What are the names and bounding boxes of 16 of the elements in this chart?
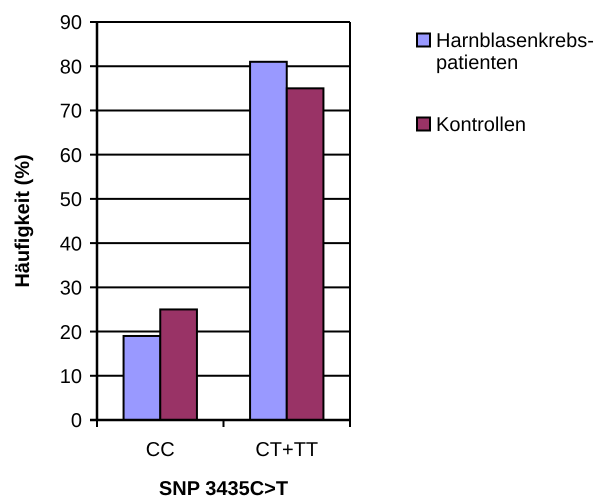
legend-label: Kontrollen: [436, 114, 526, 136]
legend-label: Harnblasenkrebs-patienten: [436, 30, 594, 74]
y-tick-label: 80: [60, 56, 82, 78]
y-tick-label: 20: [60, 322, 82, 344]
y-tick-label: 90: [60, 12, 82, 34]
y-tick-label: 0: [70, 410, 82, 432]
y-tick-label: 50: [60, 189, 82, 212]
y-axis-title: Häufigkeit (%): [12, 154, 34, 288]
x-axis-title: SNP 3435C>T: [158, 478, 288, 498]
y-tick-label: 30: [60, 278, 82, 300]
y-tick-label: 60: [60, 144, 82, 167]
y-tick-label: 10: [60, 366, 82, 388]
y-tick-label: 40: [60, 233, 82, 256]
y-tick-label: 70: [60, 100, 82, 123]
x-tick-label: CC: [146, 439, 175, 461]
x-tick-label: CT+TT: [255, 439, 318, 461]
